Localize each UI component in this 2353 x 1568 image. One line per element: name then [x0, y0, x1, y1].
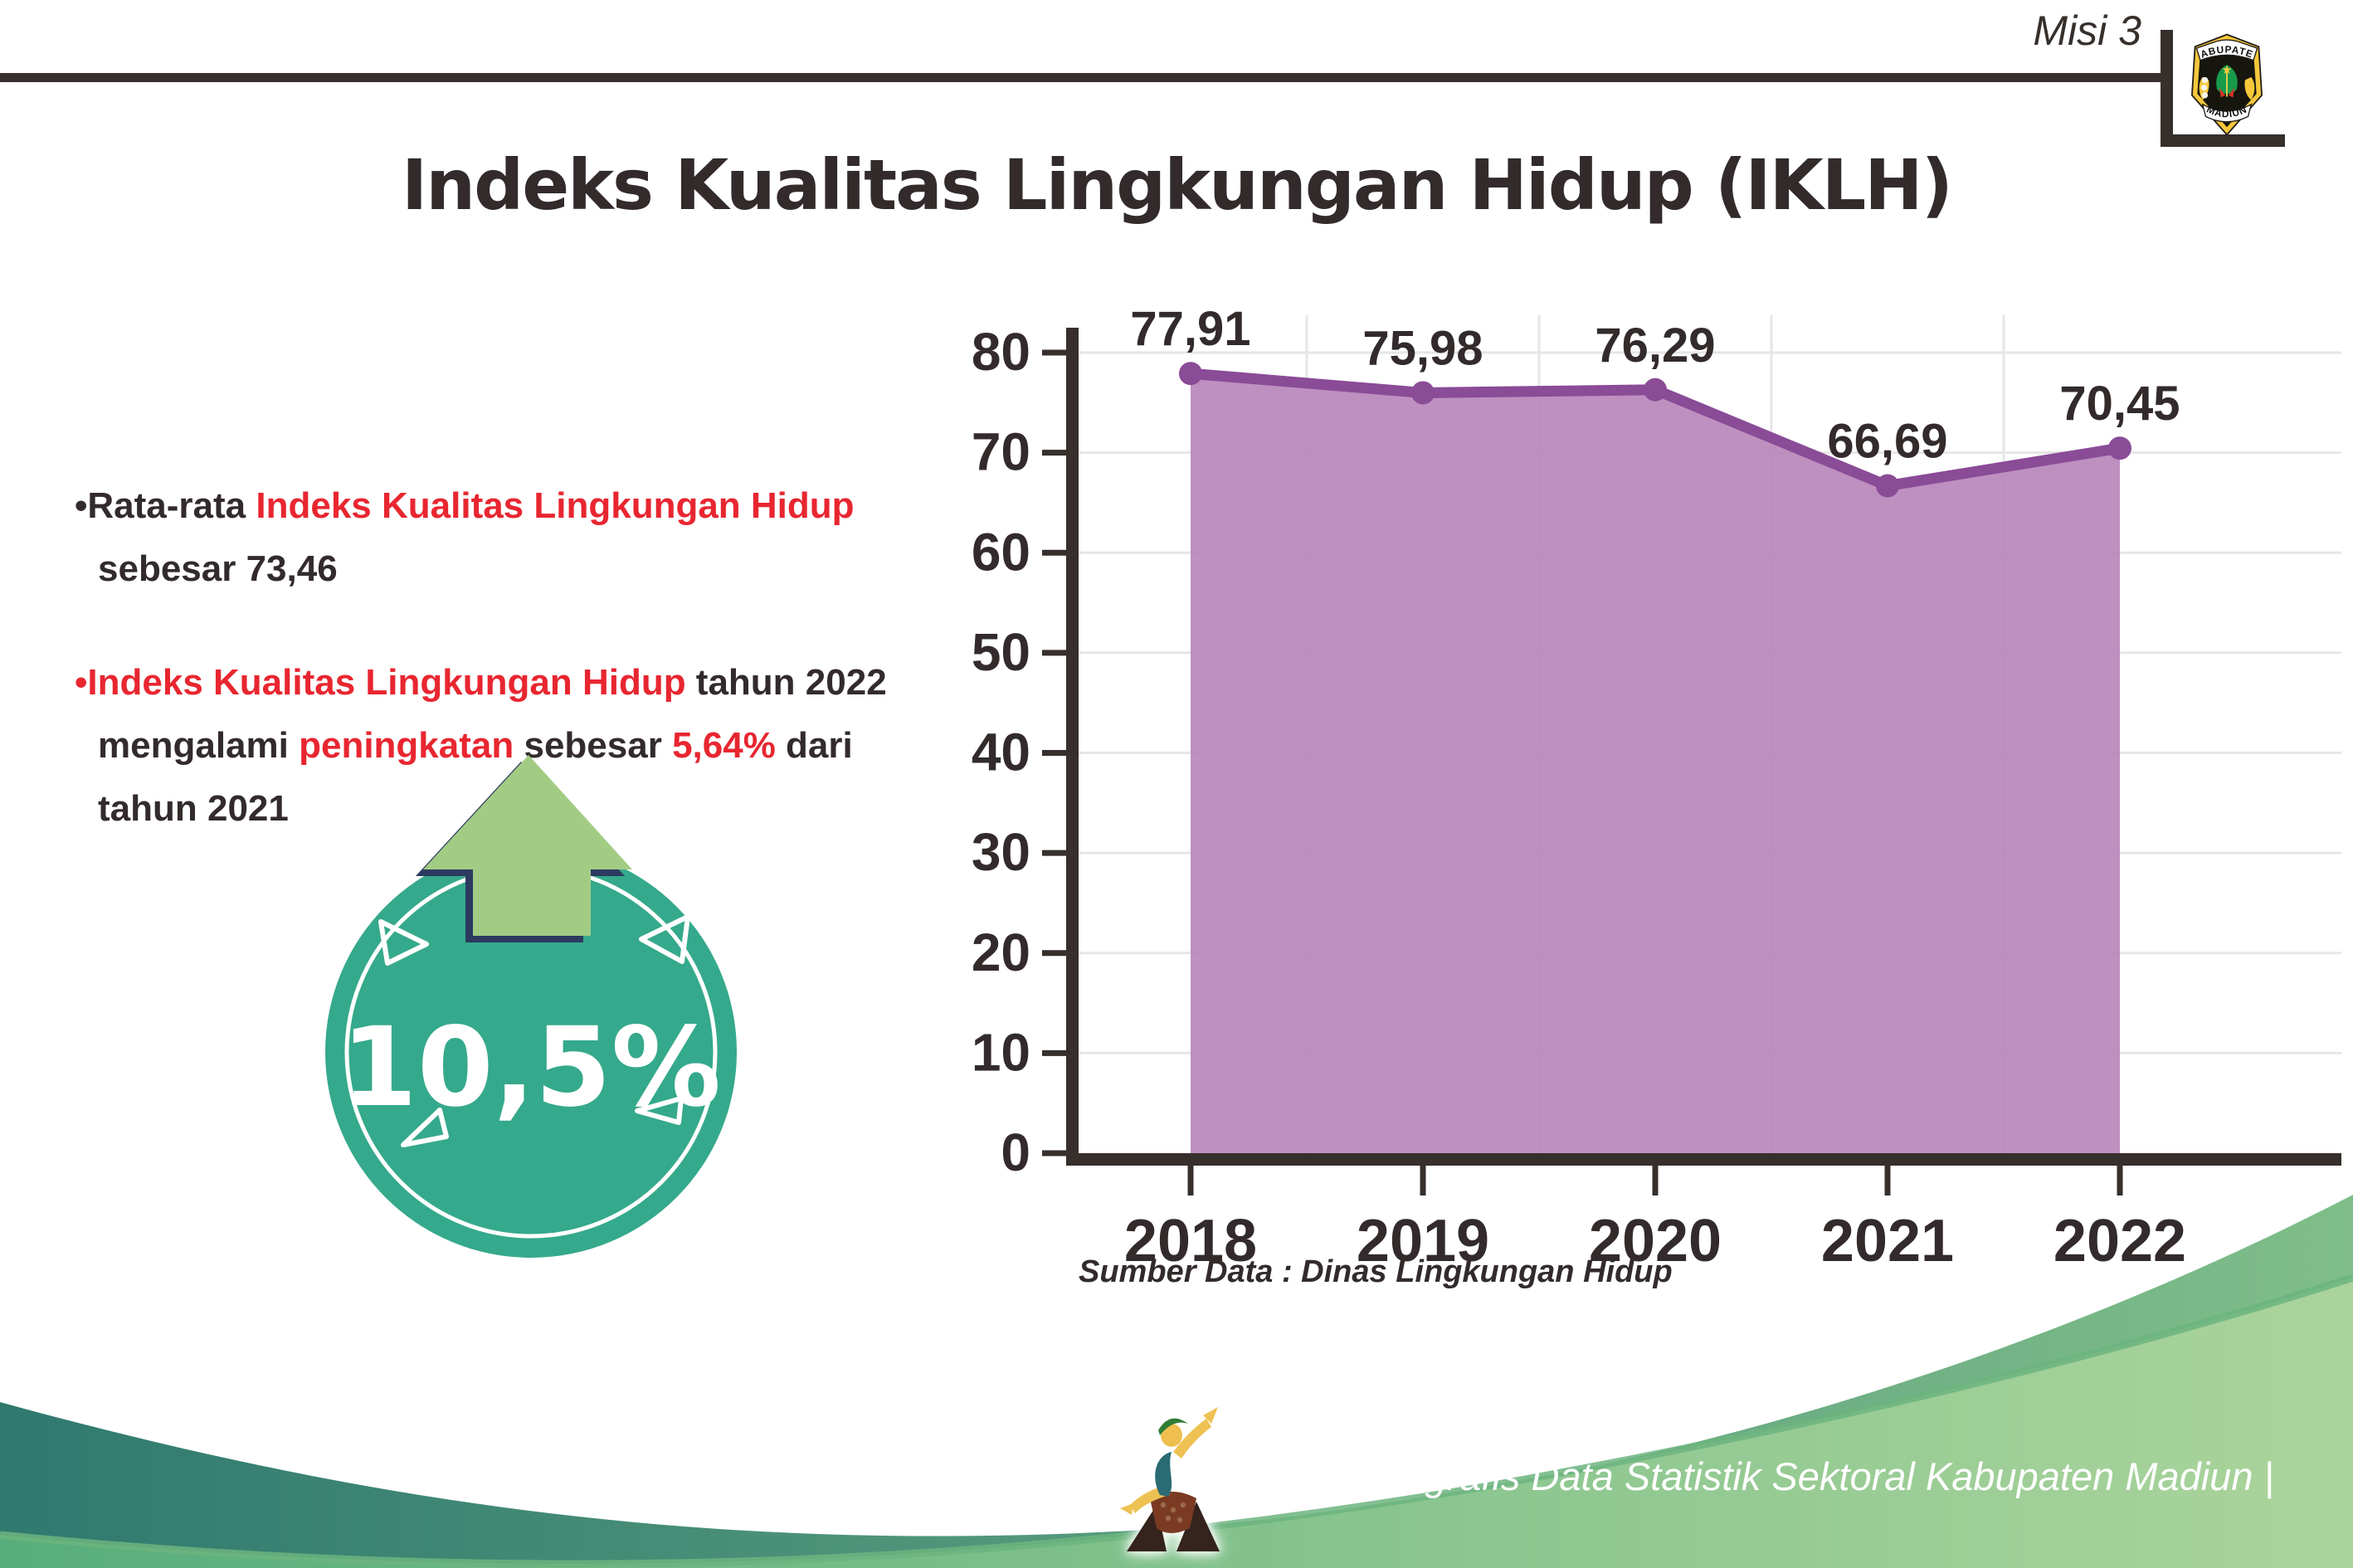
x-tick-label: 2019 [1357, 1208, 1489, 1274]
y-tick-label: 80 [972, 322, 1030, 382]
x-tick [2117, 1166, 2123, 1195]
y-tick-label: 20 [972, 923, 1030, 982]
data-point-label: 70,45 [2059, 377, 2180, 431]
misi-label: Misi 3 [2033, 7, 2141, 54]
x-axis [1066, 1153, 2341, 1166]
y-axis [1066, 328, 1079, 1166]
y-tick-label: 50 [972, 622, 1030, 682]
badge-circle [325, 846, 737, 1258]
bullet-increase-2022: •Indeks Kualitas Lingkungan Hidup tahun … [75, 651, 1070, 840]
y-tick [1042, 850, 1066, 856]
y-tick-label: 60 [972, 522, 1030, 582]
kabupaten-madiun-crest-icon: ★ KABUPATEN MADIUN [2180, 32, 2263, 136]
svg-text:MADIUN: MADIUN [2205, 103, 2249, 119]
bullet-text-highlight: peningkatan [299, 725, 514, 767]
x-tick-label: 2021 [1821, 1208, 1954, 1274]
x-tick [1187, 1166, 1194, 1195]
triangle-accent-icon [401, 1108, 449, 1147]
footer-caption: Media Infografis Data Statistik Sektoral… [1243, 1454, 2274, 1498]
bullet-text: •Rata-rata [75, 485, 256, 526]
data-point-label: 66,69 [1827, 415, 1947, 469]
x-tick [1420, 1166, 1426, 1195]
x-tick [1884, 1166, 1891, 1195]
y-tick [1042, 750, 1066, 756]
logo-frame-vertical [2161, 30, 2173, 147]
data-point-label: 75,98 [1362, 321, 1483, 375]
x-tick [1652, 1166, 1659, 1195]
green-wave-rim [0, 1273, 2353, 1568]
y-tick [1042, 1049, 1066, 1056]
x-tick-label: 2022 [2053, 1208, 2186, 1274]
data-point [1876, 474, 1899, 498]
triangle-accent-icon [639, 914, 690, 964]
y-tick-label: 40 [972, 723, 1030, 782]
y-tick [1042, 450, 1066, 456]
teal-wave [0, 1195, 2353, 1568]
bullet-text: dari [775, 725, 853, 767]
y-tick-label: 70 [972, 422, 1030, 482]
x-tick-label: 2018 [1124, 1208, 1257, 1274]
bullet-text-highlight: Indeks Kualitas Lingkungan Hidup [256, 485, 855, 526]
y-tick [1042, 549, 1066, 556]
header-rule [0, 73, 2161, 82]
y-tick [1042, 349, 1066, 356]
bullet-text: sebesar 73,46 [98, 548, 338, 589]
svg-text:★: ★ [2221, 64, 2232, 77]
bullet-text: tahun 2021 [98, 787, 289, 829]
bullet-text: sebesar [514, 725, 673, 767]
logo-frame-horizontal [2161, 134, 2285, 147]
area-fill [1191, 373, 2120, 1153]
data-point-label: 76,29 [1595, 319, 1715, 373]
bullet-text-highlight: •Indeks Kualitas Lingkungan Hidup [75, 662, 686, 704]
up-arrow-icon [423, 755, 632, 936]
page-title: Indeks Kualitas Lingkungan Hidup (IKLH) [402, 144, 1953, 226]
data-point [1644, 377, 1667, 402]
bullet-text: mengalami [98, 725, 300, 767]
y-tick-label: 30 [972, 822, 1030, 882]
iklh-area-chart: 0 10 20 30 40 50 60 70 80 2018 2019 2020 2021 2022 77,… [972, 302, 2341, 1274]
triangle-accent-icon [635, 1096, 684, 1125]
y-tick [1042, 650, 1066, 656]
bullet-average-iklh: •Rata-rata Indeks Kualitas Lingkungan Hi… [75, 475, 1070, 600]
data-point [1179, 362, 1202, 386]
dancer-mascot-icon [1120, 1407, 1220, 1551]
source-note: Sumber Data : Dinas Lingkungan Hidup [1079, 1254, 1673, 1289]
bullet-text: tahun 2022 [685, 662, 887, 704]
bullet-text-highlight: 5,64% [672, 725, 776, 767]
data-point-label: 77,91 [1130, 302, 1250, 356]
increase-percentage-badge: 10,5% [325, 755, 737, 1258]
y-tick [1042, 950, 1066, 957]
y-tick-label: 0 [1001, 1122, 1030, 1182]
data-point [2108, 436, 2131, 460]
triangle-accent-icon [378, 919, 429, 966]
green-wave [0, 1278, 2353, 1568]
data-point [1411, 381, 1435, 405]
x-tick-label: 2020 [1589, 1208, 1722, 1274]
summary-bullets: •Rata-rata Indeks Kualitas Lingkungan Hi… [75, 475, 1070, 891]
logo-bottom-text: MADIUN [2205, 103, 2248, 119]
badge-value: 10,5% [341, 1004, 721, 1132]
footer-waves [0, 1195, 2353, 1568]
y-tick-label: 10 [972, 1022, 1030, 1082]
y-tick [1042, 1150, 1066, 1157]
